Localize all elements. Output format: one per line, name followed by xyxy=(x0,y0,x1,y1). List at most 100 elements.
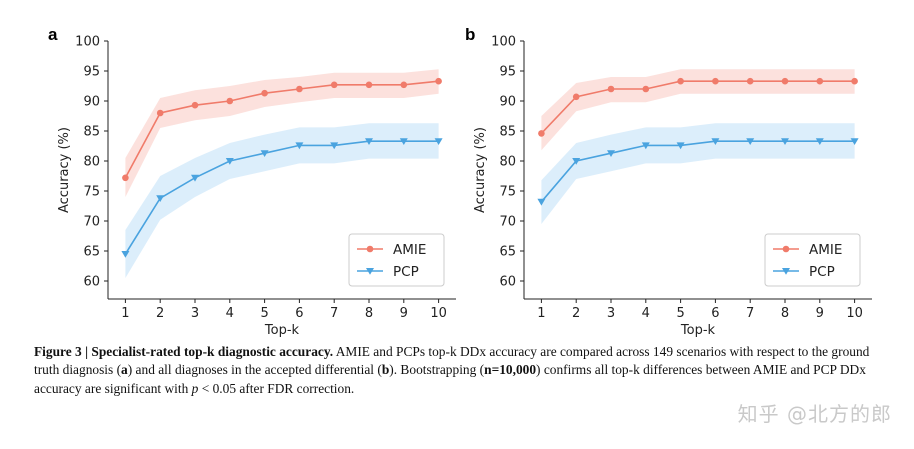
data-point-amie xyxy=(261,89,268,97)
x-tick-label: 5 xyxy=(260,306,268,321)
caption-text-1: AMIE and PCPs top-k DDx accuracy are com… xyxy=(34,344,870,378)
x-tick-label: 7 xyxy=(746,306,754,321)
x-tick-label: 9 xyxy=(400,306,408,321)
data-point-pcp xyxy=(537,198,546,206)
y-tick-label: 95 xyxy=(83,65,100,80)
data-point-pcp xyxy=(191,174,199,182)
data-point-pcp xyxy=(572,158,581,165)
legend-marker xyxy=(366,268,374,275)
figure-caption: Figure 3 | Specialist-rated top-k diagno… xyxy=(34,343,894,398)
data-point-pcp xyxy=(260,150,269,157)
caption-bold-b: b xyxy=(381,362,390,378)
data-point-pcp xyxy=(607,150,615,157)
caption-text-2: ) and all diagnoses in the accepted diff… xyxy=(127,362,382,378)
legend-marker xyxy=(782,245,790,253)
legend-label-pcp: PCP xyxy=(393,264,419,280)
x-tick-label: 6 xyxy=(711,306,719,321)
data-point-pcp xyxy=(365,138,373,145)
panel-b: b 60 65 70 75 80 85 90 95 100 1 2 3 4 5 6 7 8 9 10 Top-k Accu… xyxy=(465,25,872,338)
data-point-pcp xyxy=(330,142,339,150)
data-point-amie xyxy=(607,85,615,93)
x-tick-label: 1 xyxy=(121,306,129,321)
legend-marker xyxy=(782,268,790,275)
panel-a: a 60 65 70 75 80 85 90 95 100 1 2 3 4 5 6 7 8 9 10 Top-k Accu… xyxy=(48,25,456,338)
caption-text-3: ). Bootstrapping ( xyxy=(389,362,485,378)
x-axis-label: Top-k xyxy=(680,323,716,338)
y-tick-label: 75 xyxy=(83,185,100,200)
data-point-amie xyxy=(538,130,545,137)
y-tick-label: 95 xyxy=(499,65,516,80)
caption-bold-a: a xyxy=(121,362,128,378)
legend-box xyxy=(764,233,861,287)
x-tick-label: 10 xyxy=(430,306,447,321)
data-point-amie xyxy=(677,77,684,85)
legend-box xyxy=(348,233,445,287)
data-point-amie xyxy=(816,77,824,85)
y-tick-label: 65 xyxy=(499,245,516,260)
data-point-pcp xyxy=(746,138,755,145)
y-tick-label: 60 xyxy=(499,275,516,290)
x-tick-label: 9 xyxy=(816,306,824,321)
y-tick-label: 70 xyxy=(499,215,516,230)
y-tick-label: 80 xyxy=(83,155,100,170)
data-point-pcp xyxy=(676,142,685,150)
data-point-amie xyxy=(191,101,199,109)
y-tick-label: 60 xyxy=(83,275,100,290)
data-point-pcp xyxy=(850,138,859,145)
x-tick-label: 4 xyxy=(642,306,650,321)
data-point-pcp xyxy=(156,195,165,202)
x-tick-label: 6 xyxy=(295,306,303,321)
x-tick-label: 2 xyxy=(156,306,164,321)
data-point-amie xyxy=(365,81,373,89)
data-point-amie xyxy=(642,85,650,93)
data-point-amie xyxy=(781,77,789,85)
caption-bold-n: n=10,000 xyxy=(484,362,537,378)
data-point-amie xyxy=(226,97,234,105)
data-point-amie xyxy=(851,77,858,85)
x-tick-label: 4 xyxy=(226,306,234,321)
data-point-pcp xyxy=(434,138,443,145)
caption-italic-p: p xyxy=(191,380,199,396)
data-point-pcp xyxy=(225,158,234,165)
confidence-band-pcp xyxy=(541,123,855,224)
data-point-pcp xyxy=(781,138,789,145)
x-tick-label: 5 xyxy=(676,306,684,321)
data-point-pcp xyxy=(295,142,304,150)
y-tick-label: 85 xyxy=(499,125,516,140)
y-axis-label: Accuracy (%) xyxy=(473,127,488,213)
x-tick-label: 7 xyxy=(330,306,338,321)
y-tick-label: 85 xyxy=(83,125,100,140)
data-point-amie xyxy=(400,81,408,89)
x-axis-label: Top-k xyxy=(264,323,300,338)
data-point-amie xyxy=(572,93,580,101)
data-point-pcp xyxy=(641,142,650,150)
legend-marker xyxy=(366,245,374,253)
data-point-pcp xyxy=(815,138,824,145)
x-tick-label: 2 xyxy=(572,306,580,321)
data-point-pcp xyxy=(399,138,408,145)
series-line-amie xyxy=(124,80,439,179)
watermark: 知乎 @北方的郎 xyxy=(737,402,892,426)
legend-label-amie: AMIE xyxy=(393,242,426,258)
confidence-band-pcp xyxy=(125,123,439,278)
legend-label-pcp: PCP xyxy=(809,264,835,280)
legend-label-amie: AMIE xyxy=(809,242,842,258)
x-tick-label: 8 xyxy=(781,306,789,321)
y-tick-label: 100 xyxy=(75,35,100,50)
caption-text-5: < 0.05 after FDR correction. xyxy=(198,380,355,396)
y-tick-label: 65 xyxy=(83,245,100,260)
data-point-amie xyxy=(156,109,164,117)
series-line-pcp xyxy=(124,140,439,255)
y-tick-label: 90 xyxy=(499,95,516,110)
confidence-band-amie xyxy=(125,69,439,197)
y-tick-label: 100 xyxy=(491,35,516,50)
caption-text-4: ) confirms all top-k differences between… xyxy=(34,362,866,396)
y-axis-label: Accuracy (%) xyxy=(57,127,72,213)
x-tick-label: 1 xyxy=(537,306,545,321)
data-point-pcp xyxy=(711,138,720,145)
data-point-pcp xyxy=(121,251,130,258)
x-tick-label: 8 xyxy=(365,306,373,321)
data-point-amie xyxy=(296,85,303,93)
series-line-pcp xyxy=(540,140,855,203)
